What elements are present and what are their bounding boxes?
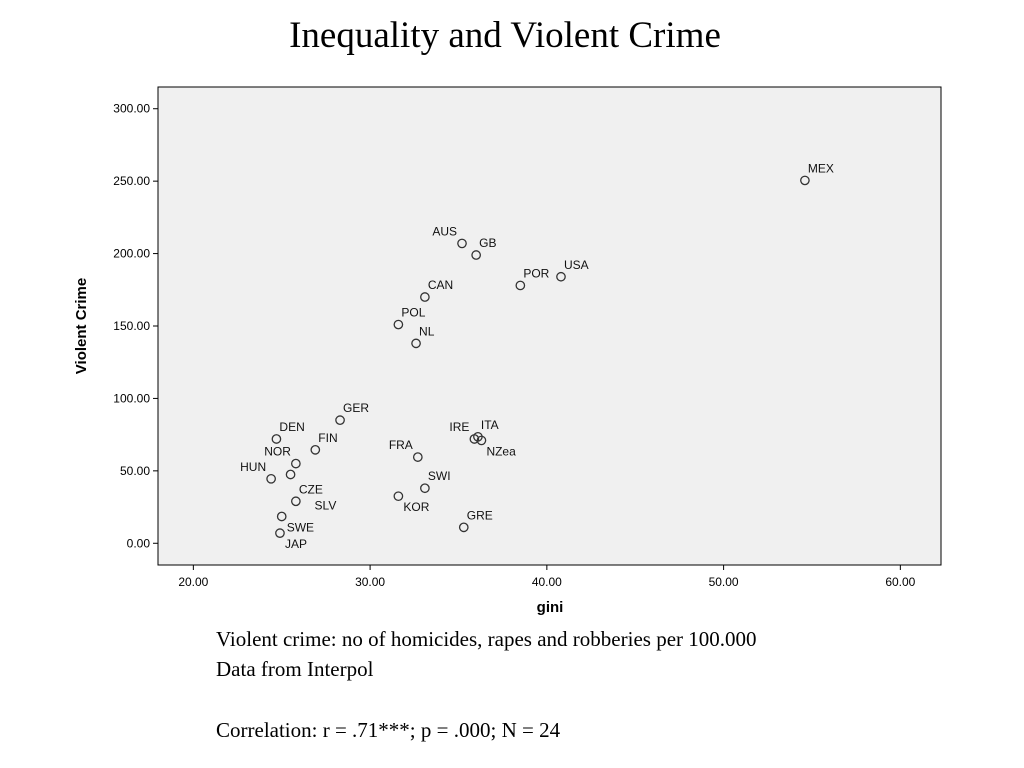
point-label-den: DEN <box>279 420 304 434</box>
data-point-mex <box>800 175 810 186</box>
data-point-slv <box>285 469 296 480</box>
point-label-jap: JAP <box>285 537 307 551</box>
data-point-gb <box>471 250 481 260</box>
x-axis: 20.00 30.00 40.00 50.00 60.00 <box>178 565 916 589</box>
data-point-fin <box>310 444 321 455</box>
point-label-nl: NL <box>419 324 435 338</box>
data-point-nzea <box>476 435 487 446</box>
data-point-gre <box>458 522 469 533</box>
y-tick-label: 150.00 <box>113 319 150 333</box>
point-label-usa: USA <box>564 258 589 272</box>
data-point-fra <box>412 452 423 462</box>
point-label-aus: AUS <box>432 224 457 238</box>
y-tick-label: 50.00 <box>120 464 150 478</box>
data-point-kor <box>393 491 404 502</box>
point-label-cze: CZE <box>299 482 323 496</box>
caption-source: Data from Interpol <box>216 657 374 681</box>
data-point-hun <box>266 473 276 484</box>
data-point-can <box>420 292 430 302</box>
data-point-pol <box>393 319 404 330</box>
x-tick-label: 50.00 <box>709 575 739 589</box>
y-tick-label: 250.00 <box>113 174 150 188</box>
y-tick-label: 200.00 <box>113 247 150 261</box>
point-label-can: CAN <box>428 278 453 292</box>
point-label-gre: GRE <box>467 508 493 522</box>
point-label-nor: NOR <box>264 445 291 459</box>
point-label-hun: HUN <box>240 460 266 474</box>
data-point-den <box>271 434 282 444</box>
point-label-nzea: NZea <box>486 444 516 458</box>
data-point-jap <box>275 528 285 538</box>
y-tick-label: 0.00 <box>127 536 151 550</box>
x-tick-label: 20.00 <box>178 575 208 589</box>
point-label-ire: IRE <box>449 420 469 434</box>
plot-area <box>157 86 942 566</box>
data-point-por <box>515 280 526 291</box>
data-point-nl <box>411 338 421 349</box>
y-tick-label: 100.00 <box>113 391 150 405</box>
point-label-por: POR <box>523 266 549 280</box>
data-point-nor <box>291 458 301 469</box>
data-point-cze <box>291 496 301 507</box>
caption-correlation: Correlation: r = .71***; p = .000; N = 2… <box>216 718 561 742</box>
slide-title: Inequality and Violent Crime <box>289 15 721 56</box>
point-label-swe: SWE <box>287 520 314 534</box>
x-tick-label: 40.00 <box>532 575 562 589</box>
x-axis-label: gini <box>537 599 564 616</box>
y-axis: 0.00 50.00 100.00 150.00 200.00 250.00 300.00 <box>113 102 158 550</box>
data-point-aus <box>457 238 467 249</box>
data-point-ger <box>335 415 345 426</box>
data-point-swi <box>420 483 430 494</box>
point-label-kor: KOR <box>403 500 429 514</box>
point-label-fin: FIN <box>318 431 337 445</box>
y-axis-label: Violent Crime <box>73 278 90 374</box>
point-label-swi: SWI <box>428 469 451 483</box>
point-label-ger: GER <box>343 401 369 415</box>
point-label-slv: SLV <box>315 498 337 512</box>
point-label-mex: MEX <box>808 161 834 175</box>
y-tick-label: 300.00 <box>113 102 150 116</box>
x-tick-label: 60.00 <box>885 575 915 589</box>
point-label-gb: GB <box>479 236 496 250</box>
point-label-ita: ITA <box>481 418 499 432</box>
point-label-fra: FRA <box>389 438 413 452</box>
point-label-pol: POL <box>401 306 425 320</box>
caption-definition: Violent crime: no of homicides, rapes an… <box>216 627 757 651</box>
data-point-usa <box>556 271 566 282</box>
x-tick-label: 30.00 <box>355 575 385 589</box>
data-point-swe <box>276 511 287 522</box>
